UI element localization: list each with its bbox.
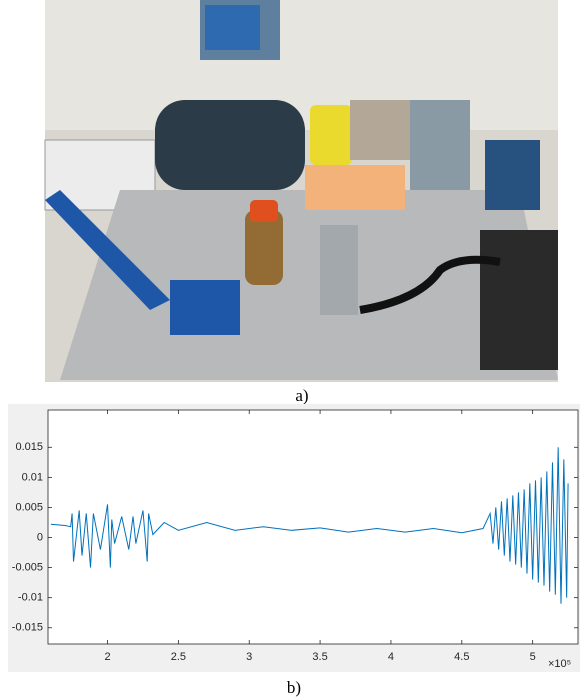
y-tick-label: 0.005 [15,501,43,513]
x-tick-label: 5 [530,651,536,663]
x-tick-label: 4.5 [454,651,469,663]
caption: b) [287,678,301,697]
y-tick-label: 0 [37,531,43,543]
y-tick-label: 0.01 [22,471,43,483]
x-tick-label: 3 [246,651,252,663]
x-tick-label: 2.5 [171,651,186,663]
x-multiplier: ×10⁵ [548,658,571,670]
photo [44,0,558,382]
plot-area [47,409,579,645]
signal-line [50,447,569,604]
y-tick-label: -0.005 [12,562,43,574]
y-tick-label: -0.01 [18,592,43,604]
x-tick-label: 2 [104,651,110,663]
y-tick-label: 0.015 [15,441,43,453]
x-tick-label: 4 [388,651,394,663]
caption: a) [295,386,308,405]
x-tick-label: 3.5 [312,651,327,663]
y-tick-label: -0.015 [12,622,43,634]
plot: -0.015 -0.01 -0.005 0 0.005 0.01 0.015 2 2.5 3 3.5… [12,410,578,663]
